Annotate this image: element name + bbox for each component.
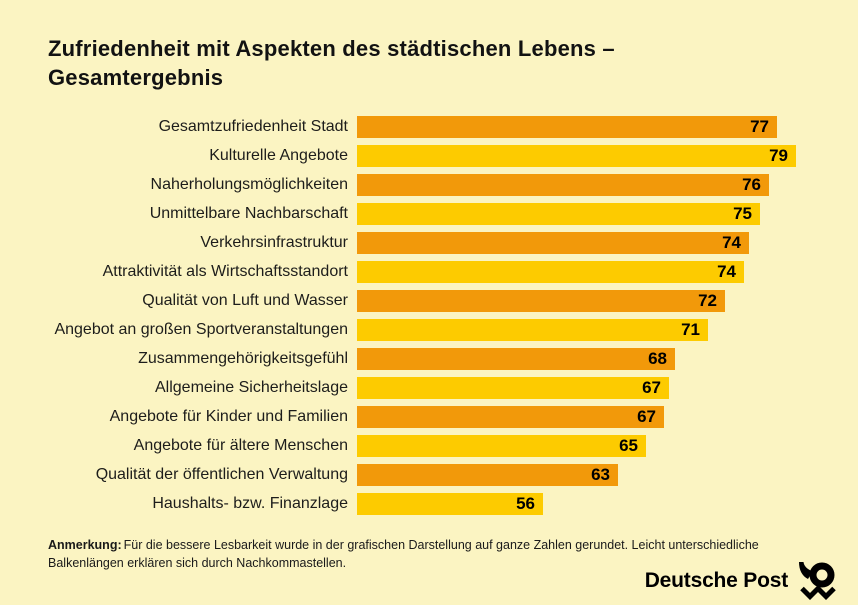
bar-value-label: 71 [681,320,700,339]
bar: 56 [357,493,543,515]
bar-category-label: Zusammengehörigkeitsgefühl [138,350,348,367]
bar-value-label: 75 [733,204,752,223]
page-title: Zufriedenheit mit Aspekten des städtisch… [48,36,615,90]
bar: 63 [357,464,618,486]
bar-category-label: Qualität von Luft und Wasser [142,292,348,309]
chart-row: Angebot an großen Sportveranstaltungen 71 [48,319,796,341]
brand-footer: Deutsche Post [645,562,840,600]
brand-wordmark: Deutsche Post [644,569,788,592]
bar: 76 [357,174,769,196]
chart-row: Naherholungsmöglichkeiten 76 [48,174,796,196]
chart-row: Allgemeine Sicherheitslage 67 [48,377,796,399]
chart-row: Qualität von Luft und Wasser 72 [48,290,796,312]
posthorn-icon [799,562,836,600]
bar-value-label: 76 [742,175,761,194]
chart-row: Attraktivität als Wirtschaftsstandort 74 [48,261,796,283]
chart-row: Angebote für Kinder und Familien 67 [48,406,796,428]
bar-category-label: Angebote für Kinder und Familien [109,408,348,425]
bar-category-label: Qualität der öffentlichen Verwaltung [95,466,348,483]
footnote-label: Anmerkung: [48,538,122,552]
bar-value-label: 74 [717,262,736,281]
bar-category-label: Angebot an großen Sportveranstaltungen [54,321,348,338]
bar-value-label: 68 [648,349,667,368]
bar-category-label: Verkehrsinfrastruktur [200,234,348,251]
bar: 74 [357,232,749,254]
chart-row: Kulturelle Angebote 79 [48,145,796,167]
bar: 74 [357,261,744,283]
footnote: Anmerkung: Für die bessere Lesbarkeit wur… [48,536,760,572]
bar: 67 [357,377,669,399]
bar: 67 [357,406,664,428]
bar: 68 [357,348,675,370]
bar-value-label: 56 [516,494,535,513]
bar: 75 [357,203,760,225]
bar: 71 [357,319,708,341]
bar-value-label: 65 [619,436,638,455]
bar: 77 [357,116,777,138]
bar-category-label: Naherholungsmöglichkeiten [150,176,348,193]
bar-value-label: 79 [769,146,788,165]
chart-row: Zusammengehörigkeitsgefühl 68 [48,348,796,370]
chart-row: Haushalts- bzw. Finanzlage 56 [48,493,796,515]
chart-row: Qualität der öffentlichen Verwaltung 63 [48,464,796,486]
bar-category-label: Allgemeine Sicherheitslage [155,379,348,396]
chart-row: Angebote für ältere Menschen 65 [48,435,796,457]
bar-category-label: Attraktivität als Wirtschaftsstandort [102,263,348,280]
bar: 65 [357,435,646,457]
footnote-text: Für die bessere Lesbarkeit wurde in der … [48,538,759,570]
bar-value-label: 63 [591,465,610,484]
chart-row: Verkehrsinfrastruktur 74 [48,232,796,254]
chart-row: Unmittelbare Nachbarschaft 75 [48,203,796,225]
bar: 72 [357,290,725,312]
bar-category-label: Angebote für ältere Menschen [133,437,348,454]
bar-category-label: Unmittelbare Nachbarschaft [149,205,348,222]
bar-chart: Gesamtzufriedenheit Stadt 77 Kulturelle An… [48,116,796,522]
bar-value-label: 72 [698,291,717,310]
bar-category-label: Kulturelle Angebote [209,147,348,164]
bar: 79 [357,145,796,167]
bar-value-label: 77 [750,117,769,136]
bar-category-label: Haushalts- bzw. Finanzlage [152,495,348,512]
bar-value-label: 74 [722,233,741,252]
bar-value-label: 67 [642,378,661,397]
chart-row: Gesamtzufriedenheit Stadt 77 [48,116,796,138]
bar-value-label: 67 [637,407,656,426]
bar-category-label: Gesamtzufriedenheit Stadt [158,118,348,135]
